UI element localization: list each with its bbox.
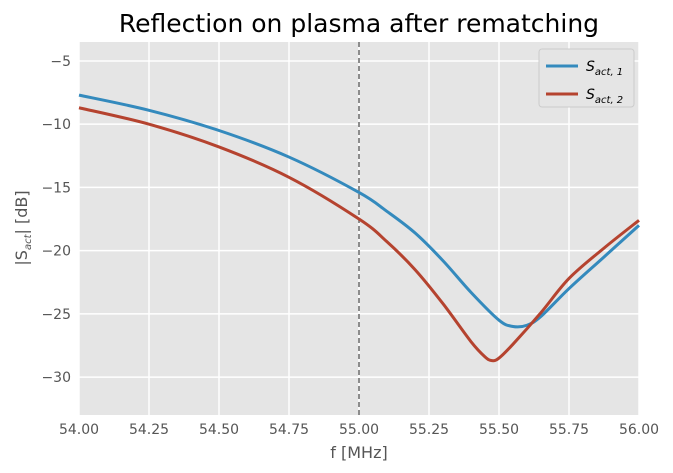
- x-tick-label: 54.00: [59, 422, 99, 438]
- x-tick-label: 55.75: [549, 422, 589, 438]
- y-tick-label: −10: [41, 117, 71, 133]
- x-tick-label: 54.75: [269, 422, 309, 438]
- y-tick-label: −25: [41, 307, 71, 323]
- tick-labels: 54.00 54.25 54.50 54.75 55.00 55.25 55.50 55.75…: [41, 54, 659, 438]
- x-tick-label: 55.50: [479, 422, 519, 438]
- legend: Sact, 1 Sact, 2: [538, 48, 635, 108]
- chart-title: Reflection on plasma after rematching: [119, 9, 599, 38]
- series-line-1: [78, 93, 641, 329]
- series-layer: [78, 93, 641, 363]
- y-axis-label: |Sact| [dB]: [12, 190, 34, 265]
- legend-label-2: Sact, 2: [586, 87, 623, 106]
- x-axis-label: f [MHz]: [330, 443, 387, 462]
- x-tick-label: 54.25: [129, 422, 169, 438]
- y-tick-label: −20: [41, 244, 71, 260]
- legend-label-1: Sact, 1: [586, 59, 623, 78]
- x-tick-label: 56.00: [619, 422, 659, 438]
- y-tick-label: −15: [41, 180, 71, 196]
- y-tick-label: −30: [41, 370, 71, 386]
- x-tick-label: 55.25: [409, 422, 449, 438]
- series-line-2: [78, 106, 640, 363]
- x-tick-label: 55.00: [339, 422, 379, 438]
- x-tick-label: 54.50: [199, 422, 239, 438]
- y-tick-label: −5: [50, 54, 71, 70]
